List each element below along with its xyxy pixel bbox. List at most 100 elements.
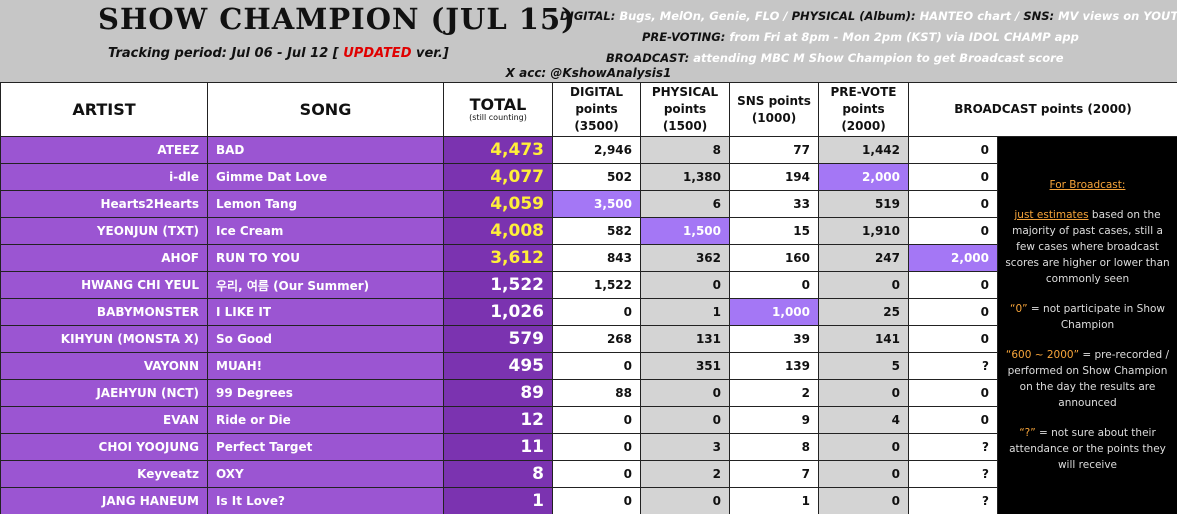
score-table: ARTIST SONG TOTAL (still counting) DIGITA… <box>0 82 1177 514</box>
sns-cell: 160 <box>729 244 819 272</box>
note: “?” = not sure about their attendance or… <box>1004 425 1171 473</box>
total-cell: 3,612 <box>443 244 553 272</box>
tracking-text: Tracking period: Jul 06 - Jul 12 [ <box>108 46 344 61</box>
prevote-cell: 0 <box>818 433 909 461</box>
prevote-cell: 4 <box>818 406 909 434</box>
header: SHOW CHAMPION (JUL 15) Tracking period: … <box>0 0 1177 82</box>
source-label: PRE-VOTING: <box>642 30 726 44</box>
source-label: SNS: <box>1023 9 1055 23</box>
table-row: ATEEZ BAD 4,473 2,946 8 77 1,442 0 For Broadcast… <box>0 136 1177 514</box>
prevote-cell: 519 <box>818 190 909 218</box>
prevote-cell: 25 <box>818 298 909 326</box>
artist-cell: VAYONN <box>0 352 208 380</box>
sns-cell: 1 <box>729 487 819 514</box>
prevote-cell: 0 <box>818 379 909 407</box>
digital-cell: 1,522 <box>552 271 641 299</box>
total-cell: 4,059 <box>443 190 553 218</box>
source-text: HANTEO chart / <box>919 9 1024 23</box>
physical-cell: 3 <box>640 433 730 461</box>
table-row: EVAN Ride or Die 12 0 0 9 4 0 <box>0 406 1177 434</box>
table-row: JAEHYUN (NCT) 99 Degrees 89 88 0 2 0 0 <box>0 379 1177 407</box>
sns-cell: 8 <box>729 433 819 461</box>
note-text: = pre-recorded / performed on Show Champ… <box>1007 349 1170 409</box>
note: For Broadcast: <box>1004 177 1171 193</box>
total-cell: 12 <box>443 406 553 434</box>
prevote-cell: 141 <box>818 325 909 353</box>
col-header: PRE-VOTE points (2000) <box>818 82 909 137</box>
total-cell: 8 <box>443 460 553 488</box>
table-row: HWANG CHI YEUL 우리, 여름 (Our Summer) 1,522 1,… <box>0 271 1177 299</box>
physical-cell: 1,380 <box>640 163 730 191</box>
note: “0” = not participate in Show Champion <box>1004 301 1171 333</box>
source-text: attending MBC M Show Champion to get Bro… <box>693 51 1064 65</box>
artist-cell: JAEHYUN (NCT) <box>0 379 208 407</box>
digital-cell: 3,500 <box>552 190 641 218</box>
artist-cell: BABYMONSTER <box>0 298 208 326</box>
source-line: BROADCAST: attending MBC M Show Champion… <box>560 48 1170 69</box>
song-cell: BAD <box>207 136 444 164</box>
broadcast-cell: 0 <box>908 406 998 434</box>
song-cell: MUAH! <box>207 352 444 380</box>
table-row: BABYMONSTER I LIKE IT 1,026 0 1 1,000 25 0 <box>0 298 1177 326</box>
digital-cell: 2,946 <box>552 136 641 164</box>
broadcast-cell: 0 <box>908 271 998 299</box>
source-text: from Fri at 8pm - Mon 2pm (KST) via IDOL… <box>729 30 1079 44</box>
physical-cell: 0 <box>640 406 730 434</box>
broadcast-cell: ? <box>908 433 998 461</box>
broadcast-cell: 0 <box>908 136 998 164</box>
col-note: (still counting) <box>469 113 527 122</box>
note-heading: For Broadcast: <box>1049 179 1126 191</box>
source-label: PHYSICAL (Album): <box>791 9 916 23</box>
broadcast-cell: 0 <box>908 217 998 245</box>
col-header: SNS points (1000) <box>729 82 819 137</box>
total-cell: 1 <box>443 487 553 514</box>
song-cell: Lemon Tang <box>207 190 444 218</box>
digital-cell: 0 <box>552 298 641 326</box>
sns-cell: 139 <box>729 352 819 380</box>
header-row: ARTIST SONG TOTAL (still counting) DIGITA… <box>0 82 1177 137</box>
digital-cell: 0 <box>552 487 641 514</box>
note-emphasis: just estimates <box>1014 209 1089 221</box>
sns-cell: 2 <box>729 379 819 407</box>
digital-cell: 88 <box>552 379 641 407</box>
sns-cell: 9 <box>729 406 819 434</box>
total-cell: 4,473 <box>443 136 553 164</box>
digital-cell: 843 <box>552 244 641 272</box>
prevote-cell: 0 <box>818 460 909 488</box>
broadcast-cell: ? <box>908 352 998 380</box>
prevote-cell: 1,910 <box>818 217 909 245</box>
source-text: MV views on YOUTUBE <box>1058 9 1177 23</box>
total-cell: 4,077 <box>443 163 553 191</box>
sns-cell: 194 <box>729 163 819 191</box>
table-row: Keyveatz OXY 8 0 2 7 0? <box>0 460 1177 488</box>
table-row: CHOI YOOJUNG Perfect Target 11 0 3 8 0? <box>0 433 1177 461</box>
table-row: JANG HANEUM Is It Love? 1 0 0 1 0? <box>0 487 1177 514</box>
artist-cell: YEONJUN (TXT) <box>0 217 208 245</box>
song-cell: Is It Love? <box>207 487 444 514</box>
total-cell: 1,522 <box>443 271 553 299</box>
song-cell: Perfect Target <box>207 433 444 461</box>
sns-cell: 7 <box>729 460 819 488</box>
physical-cell: 131 <box>640 325 730 353</box>
broadcast-cell: 0 <box>908 298 998 326</box>
broadcast-cell: 2,000 <box>908 244 998 272</box>
physical-cell: 0 <box>640 271 730 299</box>
physical-cell: 1,500 <box>640 217 730 245</box>
source-label: BROADCAST: <box>606 51 690 65</box>
col-header: ARTIST <box>0 82 208 137</box>
table-row: YEONJUN (TXT) Ice Cream 4,008 582 1,500 15 1,9… <box>0 217 1177 245</box>
broadcast-cell: ? <box>908 487 998 514</box>
physical-cell: 0 <box>640 379 730 407</box>
title: SHOW CHAMPION (JUL 15) <box>98 2 576 36</box>
note-text: = not participate in Show Champion <box>1027 303 1165 331</box>
artist-cell: AHOF <box>0 244 208 272</box>
broadcast-cell: 0 <box>908 190 998 218</box>
table-row: KIHYUN (MONSTA X) So Good 579 268 131 39 141 0 <box>0 325 1177 353</box>
table-row: Hearts2Hearts Lemon Tang 4,059 3,500 6 33 519 0 <box>0 190 1177 218</box>
physical-cell: 1 <box>640 298 730 326</box>
physical-cell: 6 <box>640 190 730 218</box>
col-title: TOTAL <box>469 95 527 114</box>
updated-flag: UPDATED <box>343 46 412 61</box>
sns-cell: 33 <box>729 190 819 218</box>
sns-cell: 15 <box>729 217 819 245</box>
